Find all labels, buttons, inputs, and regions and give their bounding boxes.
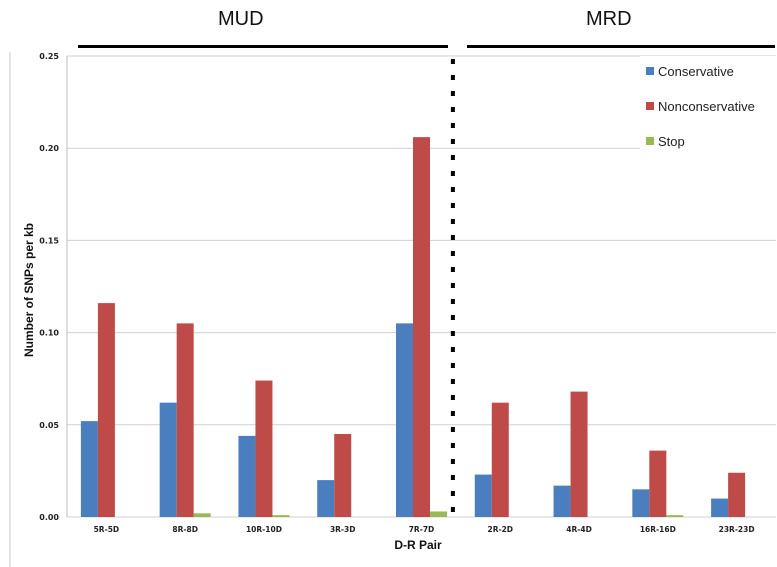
bar-stop — [272, 515, 290, 517]
bar-conservative — [317, 480, 335, 517]
legend-box — [640, 56, 776, 156]
x-tick-label: 3R-3D — [330, 525, 356, 534]
bar-nonconservative — [649, 450, 667, 517]
bar-conservative — [80, 421, 98, 517]
bar-nonconservative — [255, 380, 273, 517]
divider-dot — [450, 75, 455, 80]
y-tick-label: 0.15 — [39, 236, 59, 245]
divider-dot — [450, 411, 455, 416]
x-tick-label: 10R-10D — [246, 525, 282, 534]
bar-conservative — [711, 498, 729, 517]
group-line-mrd — [467, 45, 775, 48]
y-tick-label: 0.25 — [39, 52, 59, 61]
x-tick-label: 23R-23D — [719, 525, 755, 534]
divider-dot — [450, 155, 455, 160]
x-tick-label: 4R-4D — [566, 525, 592, 534]
divider-dot — [450, 171, 455, 176]
bar-conservative — [159, 402, 177, 517]
bar-conservative — [396, 323, 413, 517]
divider-dot — [450, 379, 455, 384]
divider-dot — [450, 91, 455, 96]
divider-dot — [450, 59, 455, 64]
divider-dot — [450, 443, 455, 448]
y-tick-label: 0.10 — [39, 329, 59, 338]
bar-stop — [666, 515, 684, 517]
divider-dot — [450, 251, 455, 256]
divider-dot — [450, 283, 455, 288]
divider-dot — [450, 475, 455, 480]
divider-dot — [450, 267, 455, 272]
legend-swatch — [646, 67, 654, 75]
y-tick-label: 0.00 — [39, 513, 59, 522]
divider-dot — [450, 459, 455, 464]
divider-dot — [450, 315, 455, 320]
bar-nonconservative — [728, 472, 746, 517]
bar-nonconservative — [176, 323, 194, 517]
x-axis-title: D-R Pair — [394, 538, 442, 552]
bar-conservative — [474, 474, 492, 517]
bar-nonconservative — [334, 434, 352, 517]
legend-swatch — [646, 102, 654, 110]
bar-nonconservative — [413, 137, 430, 518]
x-tick-label: 5R-5D — [94, 525, 120, 534]
divider-dot — [450, 491, 455, 496]
group-label-mud: MUD — [218, 8, 264, 30]
divider-dot — [450, 235, 455, 240]
bar-stop — [193, 513, 211, 517]
x-tick-label: 16R-16D — [640, 525, 676, 534]
divider-dot — [450, 395, 455, 400]
divider-dot — [450, 219, 455, 224]
x-tick-label: 7R-7D — [409, 525, 435, 534]
bar-stop — [430, 511, 447, 517]
bar-nonconservative — [570, 391, 588, 517]
divider-dot — [450, 123, 455, 128]
legend-label: Stop — [658, 134, 685, 149]
bar-nonconservative — [491, 402, 509, 517]
divider-dot — [450, 139, 455, 144]
bar-conservative — [632, 489, 650, 517]
group-line-mud — [78, 45, 448, 48]
divider-dot — [450, 331, 455, 336]
legend-swatch — [646, 137, 654, 145]
bar-nonconservative — [97, 303, 115, 517]
divider-dot — [450, 427, 455, 432]
bar-conservative — [553, 485, 571, 517]
y-tick-label: 0.20 — [39, 144, 59, 153]
divider-dot — [450, 507, 455, 512]
x-tick-label: 8R-8D — [172, 525, 198, 534]
x-tick-label: 2R-2D — [487, 525, 513, 534]
bar-conservative — [238, 435, 256, 517]
group-label-mrd: MRD — [586, 8, 632, 30]
divider-dot — [450, 347, 455, 352]
divider-dot — [450, 107, 455, 112]
legend-label: Conservative — [658, 64, 734, 79]
divider-dot — [450, 363, 455, 368]
y-axis-title: Number of SNPs per kb — [22, 223, 36, 357]
divider-dot — [450, 299, 455, 304]
y-tick-label: 0.05 — [39, 421, 59, 430]
divider-dot — [450, 187, 455, 192]
legend-label: Nonconservative — [658, 99, 755, 114]
divider-dot — [450, 203, 455, 208]
